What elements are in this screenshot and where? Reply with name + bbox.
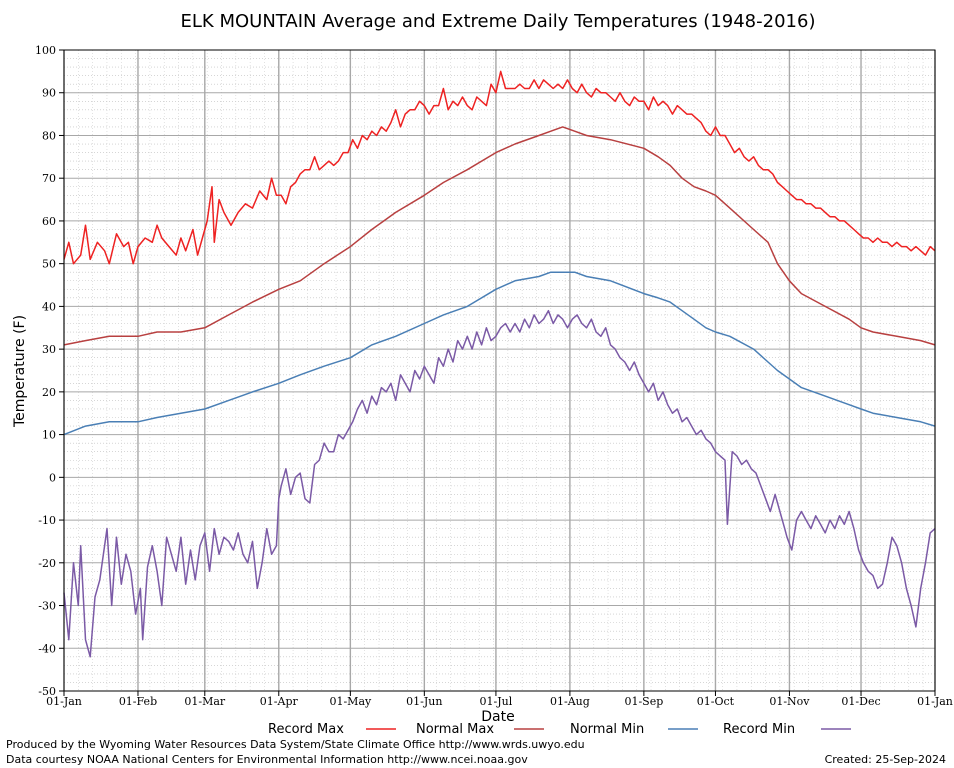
x-axis-ticks: 01-Jan 01-Feb 01-Mar 01-Apr 01-May 01-Jun 01-J… <box>46 691 953 708</box>
x-tick-label: 01-Jul <box>480 695 513 708</box>
y-tick-label: -40 <box>38 642 56 655</box>
legend-label: Record Max <box>268 722 344 737</box>
x-tick-label: 01-Jan <box>917 695 953 708</box>
legend-label: Normal Min <box>570 722 644 737</box>
x-tick-label: 01-Oct <box>697 695 735 708</box>
plot-border <box>63 49 936 692</box>
y-tick-label: -20 <box>38 557 56 570</box>
y-tick-label: 40 <box>42 300 56 313</box>
y-tick-label: 100 <box>35 44 56 57</box>
series-line-record-max <box>63 70 936 265</box>
x-tick-label: 01-Feb <box>119 695 157 708</box>
chart-title: ELK MOUNTAIN Average and Extreme Daily T… <box>181 11 816 32</box>
x-axis-label: Date <box>481 709 514 725</box>
y-tick-label: -30 <box>38 600 56 613</box>
x-tick-label: 01-Apr <box>260 695 299 708</box>
y-tick-label: 0 <box>49 471 56 484</box>
y-tick-label: 20 <box>42 386 56 399</box>
minor-grid <box>63 50 935 691</box>
footer-created: Created: 25-Sep-2024 <box>825 753 946 766</box>
legend: Record Max Normal Max Normal Min Record Min <box>268 722 851 737</box>
y-tick-label: 50 <box>42 258 56 271</box>
y-axis-label: Temperature (F) <box>12 315 28 428</box>
y-tick-label: 10 <box>42 429 56 442</box>
legend-label: Record Min <box>723 722 795 737</box>
x-tick-label: 01-Jun <box>406 695 442 708</box>
y-tick-label: 30 <box>42 343 56 356</box>
plot-area <box>63 49 936 692</box>
footer-data-source: Data courtesy NOAA National Centers for … <box>6 753 528 766</box>
x-tick-label: 01-Jan <box>46 695 82 708</box>
x-tick-label: 01-Mar <box>184 695 226 708</box>
y-tick-label: 60 <box>42 215 56 228</box>
x-tick-label: 01-Sep <box>624 695 663 708</box>
x-tick-label: 01-May <box>329 695 372 708</box>
y-tick-label: -50 <box>38 685 56 698</box>
x-tick-label: 01-Aug <box>550 695 590 708</box>
y-tick-label: 90 <box>42 87 56 100</box>
y-tick-label: 70 <box>42 172 56 185</box>
series-line-record-min <box>63 309 936 658</box>
x-tick-label: 01-Dec <box>841 695 880 708</box>
footer-producer: Produced by the Wyoming Water Resources … <box>6 738 585 751</box>
x-tick-label: 01-Nov <box>769 695 810 708</box>
y-tick-label: 80 <box>42 129 56 142</box>
series-line-normal-min <box>63 271 936 436</box>
legend-label: Normal Max <box>416 722 494 737</box>
y-tick-label: -10 <box>38 514 56 527</box>
series-layer <box>63 70 936 658</box>
series-line-normal-max <box>63 126 936 346</box>
